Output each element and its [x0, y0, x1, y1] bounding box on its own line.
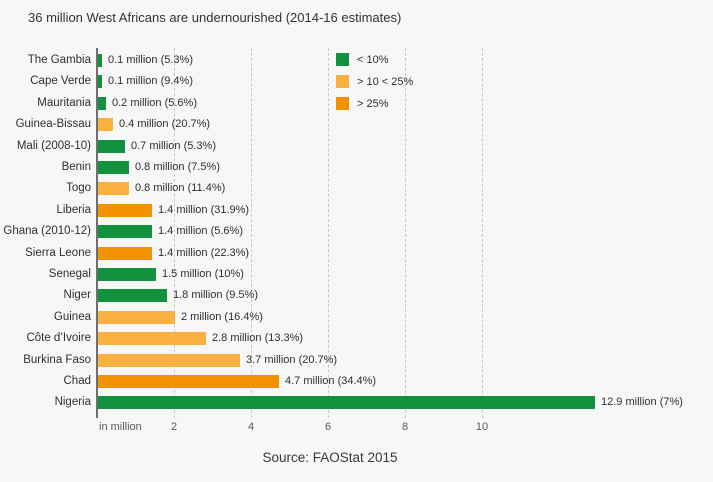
bar-row: Niger 1.8 million (9.5%): [0, 289, 713, 303]
category-label: Mali (2008-10): [16, 139, 91, 152]
bar[interactable]: [98, 268, 156, 281]
source-caption: Source: FAOStat 2015: [262, 450, 398, 465]
bar-row: Nigeria 12.9 million (7%): [0, 396, 713, 410]
bar[interactable]: [98, 375, 279, 388]
bar[interactable]: [98, 203, 152, 217]
y-axis-line: [96, 48, 98, 418]
bar[interactable]: [98, 246, 152, 260]
legend-label: > 10 < 25%: [357, 75, 414, 88]
bar-row: Chad 4.7 million (34.4%): [0, 375, 713, 388]
bar[interactable]: [98, 353, 240, 367]
bar[interactable]: [98, 96, 106, 110]
x-axis-unit-label: in million: [99, 421, 142, 433]
bar-row: Mauritania 0.2 million (5.6%): [0, 96, 713, 110]
bar-value-label: 0.2 million (5.6%): [112, 96, 197, 109]
category-label: Sierra Leone: [25, 246, 91, 259]
bar-value-label: 1.4 million (5.6%): [158, 225, 243, 238]
bar-value-label: 0.8 million (7.5%): [135, 161, 220, 173]
category-label: Niger: [63, 289, 91, 302]
bar-value-label: 12.9 million (7%): [601, 396, 683, 409]
legend-item-10-to-25: > 10 < 25%: [336, 75, 413, 88]
bar-row: Liberia 1.4 million (31.9%): [0, 203, 713, 217]
category-label: Chad: [63, 375, 92, 387]
bar-row: Togo 0.8 million (11.4%): [0, 182, 713, 196]
bar-row: Cape Verde 0.1 million (9.4%): [0, 75, 713, 89]
bar-row: Burkina Faso 3.7 million (20.7%): [0, 353, 713, 367]
chart-title: 36 million West Africans are undernouris…: [28, 10, 402, 25]
bar-row: The Gambia 0.1 million (5.3%): [0, 54, 713, 67]
bar-value-label: 2.8 million (13.3%): [212, 332, 304, 345]
x-axis: in million 2 4 6 8 10: [0, 418, 713, 438]
x-tick-label: 2: [170, 421, 178, 433]
bar[interactable]: [98, 289, 167, 303]
bar-row: Mali (2008-10) 0.7 million (5.3%): [0, 139, 713, 153]
category-label: Guinea: [53, 310, 91, 323]
x-tick-label: 6: [324, 421, 332, 433]
category-label: Mauritania: [37, 96, 91, 109]
bar-value-label: 2 million (16.4%): [181, 310, 263, 323]
gridline: [405, 48, 406, 418]
category-label: Togo: [66, 182, 91, 195]
bar[interactable]: [98, 310, 175, 324]
plot-area: The Gambia 0.1 million (5.3%) Cape Verde 0.…: [0, 48, 713, 418]
gridline: [174, 48, 175, 418]
legend-swatch-green: [336, 53, 349, 66]
legend-item-over-25: > 25%: [336, 97, 413, 110]
category-label: The Gambia: [27, 54, 91, 66]
category-label: Ghana (2010-12): [3, 225, 91, 238]
legend-item-under-10: < 10%: [336, 53, 413, 66]
category-label: Senegal: [48, 268, 91, 280]
bar-value-label: 1.5 million (10%): [162, 268, 244, 280]
category-label: Nigeria: [54, 396, 91, 409]
category-label: Côte d’Ivoire: [26, 332, 91, 345]
legend-swatch-dark-orange: [336, 97, 349, 110]
bar[interactable]: [98, 182, 129, 196]
bar[interactable]: [98, 332, 206, 346]
x-tick-label: 4: [247, 421, 255, 433]
bar-row: Guinea 2 million (16.4%): [0, 310, 713, 324]
x-tick-label: 8: [401, 421, 409, 433]
bar[interactable]: [98, 396, 595, 410]
bar[interactable]: [98, 118, 113, 132]
category-label: Benin: [61, 161, 91, 173]
bar-value-label: 4.7 million (34.4%): [285, 375, 377, 387]
bar-value-label: 3.7 million (20.7%): [246, 353, 338, 366]
legend: < 10% > 10 < 25% > 25%: [336, 53, 413, 119]
bar-row: Sierra Leone 1.4 million (22.3%): [0, 246, 713, 260]
bar-value-label: 0.8 million (11.4%): [135, 182, 226, 195]
category-label: Burkina Faso: [23, 353, 91, 366]
bar-value-label: 0.4 million (20.7%): [119, 118, 211, 131]
bar[interactable]: [98, 225, 152, 239]
bar-row: Côte d’Ivoire 2.8 million (13.3%): [0, 332, 713, 346]
bar[interactable]: [98, 75, 102, 89]
bar-value-label: 1.8 million (9.5%): [173, 289, 258, 302]
gridline: [328, 48, 329, 418]
bar-value-label: 0.1 million (5.3%): [108, 54, 193, 66]
legend-label: < 10%: [357, 53, 389, 66]
category-label: Cape Verde: [30, 75, 91, 88]
gridline: [251, 48, 252, 418]
bar-row: Senegal 1.5 million (10%): [0, 268, 713, 281]
bar-value-label: 1.4 million (31.9%): [158, 203, 250, 216]
bar-value-label: 0.1 million (9.4%): [108, 75, 193, 88]
bar-value-label: 1.4 million (22.3%): [158, 246, 250, 259]
bar[interactable]: [98, 161, 129, 174]
bar-row: Ghana (2010-12) 1.4 million (5.6%): [0, 225, 713, 239]
bar[interactable]: [98, 139, 125, 153]
bar-row: Guinea-Bissau 0.4 million (20.7%): [0, 118, 713, 132]
x-tick-label: 10: [475, 421, 489, 433]
bar-row: Benin 0.8 million (7.5%): [0, 161, 713, 174]
category-label: Guinea-Bissau: [15, 118, 91, 131]
bar-value-label: 0.7 million (5.3%): [131, 139, 216, 152]
legend-swatch-light-orange: [336, 75, 349, 88]
bar[interactable]: [98, 54, 102, 67]
legend-label: > 25%: [357, 97, 389, 110]
gridline: [482, 48, 483, 418]
category-label: Liberia: [56, 203, 91, 216]
